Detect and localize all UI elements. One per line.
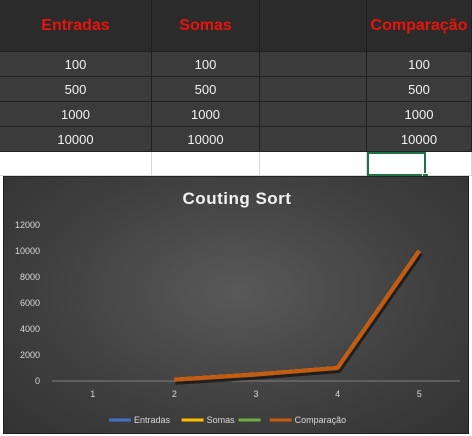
series-line[interactable] xyxy=(174,249,421,382)
y-tick-label: 12000 xyxy=(15,220,40,230)
selected-cell[interactable] xyxy=(367,152,426,176)
table-cell[interactable] xyxy=(260,77,367,102)
table-cell[interactable] xyxy=(260,52,367,77)
table-cell[interactable]: 500 xyxy=(0,77,152,102)
header-cell-empty[interactable] xyxy=(260,0,367,52)
x-tick-label: 3 xyxy=(253,389,258,399)
table-cell[interactable]: 100 xyxy=(0,52,152,77)
y-tick-label: 10000 xyxy=(15,246,40,256)
chart-canvas: Couting Sort 0 2000 4000 6000 8000 10000 12000… xyxy=(15,189,460,425)
line-chart[interactable]: Couting Sort 0 2000 4000 6000 8000 10000 12000… xyxy=(3,176,469,434)
empty-cell[interactable] xyxy=(152,152,260,176)
legend: Entradas Somas Comparação xyxy=(109,415,346,425)
header-cell-somas[interactable]: Somas xyxy=(152,0,260,52)
series-line[interactable] xyxy=(174,249,421,382)
chart-title: Couting Sort xyxy=(183,189,292,208)
empty-cell[interactable] xyxy=(260,152,367,176)
y-tick-label: 8000 xyxy=(20,272,40,282)
series-line[interactable] xyxy=(174,249,421,382)
table-cell[interactable]: 1000 xyxy=(0,102,152,127)
x-axis: 1 2 3 4 5 xyxy=(90,389,421,399)
table-cell[interactable]: 10000 xyxy=(0,127,152,152)
y-tick-label: 2000 xyxy=(20,350,40,360)
y-tick-label: 6000 xyxy=(20,298,40,308)
series-line-shadow xyxy=(175,251,423,385)
y-tick-label: 0 xyxy=(35,376,40,386)
table-cell[interactable] xyxy=(260,127,367,152)
legend-label: Comparação xyxy=(295,415,347,425)
x-tick-label: 4 xyxy=(335,389,340,399)
x-tick-label: 2 xyxy=(172,389,177,399)
x-tick-label: 1 xyxy=(90,389,95,399)
table-cell[interactable]: 10000 xyxy=(367,127,472,152)
empty-cell[interactable] xyxy=(0,152,152,176)
table-cell[interactable]: 10000 xyxy=(152,127,260,152)
header-cell-comparacao[interactable]: Comparação xyxy=(367,0,472,52)
spreadsheet-grid: Entradas Somas Comparação 100 100 100 50… xyxy=(0,0,472,180)
header-cell-entradas[interactable]: Entradas xyxy=(0,0,152,52)
table-cell[interactable]: 500 xyxy=(152,77,260,102)
table-cell[interactable] xyxy=(260,102,367,127)
legend-label: Somas xyxy=(207,415,236,425)
y-axis: 0 2000 4000 6000 8000 10000 12000 xyxy=(15,220,40,386)
table-cell[interactable]: 500 xyxy=(367,77,472,102)
table-cell[interactable]: 100 xyxy=(152,52,260,77)
series-line-shadow xyxy=(175,251,423,385)
series-line-shadow xyxy=(175,251,423,385)
table-cell[interactable]: 1000 xyxy=(152,102,260,127)
empty-cell[interactable] xyxy=(426,152,472,176)
x-tick-label: 5 xyxy=(417,389,422,399)
series-lines xyxy=(174,249,423,385)
legend-label: Entradas xyxy=(134,415,171,425)
y-tick-label: 4000 xyxy=(20,324,40,334)
table-cell[interactable]: 100 xyxy=(367,52,472,77)
table-cell[interactable]: 1000 xyxy=(367,102,472,127)
